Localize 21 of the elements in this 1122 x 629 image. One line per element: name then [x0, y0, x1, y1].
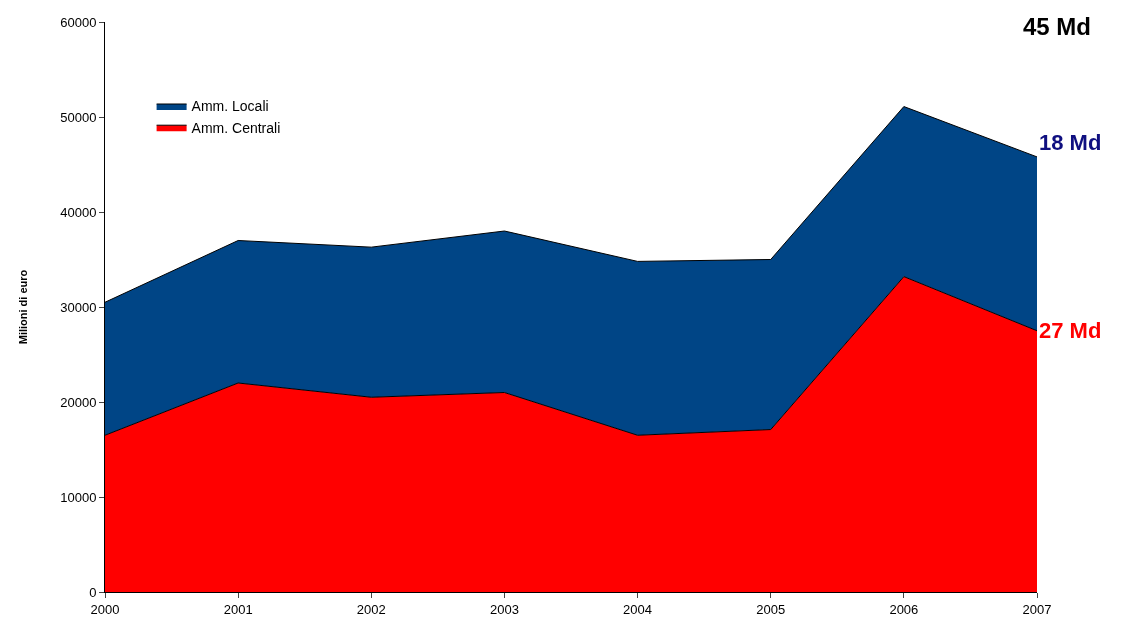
legend-label: Amm. Centrali	[191, 119, 281, 136]
annotation: 27 Md	[1039, 318, 1102, 343]
x-tick-label: 2001	[223, 601, 253, 617]
x-tick-label: 2003	[489, 601, 519, 617]
y-tick-label: 10000	[60, 489, 97, 505]
x-tick-label: 2000	[90, 601, 120, 617]
y-tick-label: 60000	[60, 14, 97, 30]
annotation: 45 Md	[1023, 13, 1092, 40]
legend-label: Amm. Locali	[191, 98, 269, 115]
y-tick-label: 50000	[60, 109, 97, 125]
x-tick-label: 2007	[1022, 601, 1052, 617]
y-tick-label: 20000	[60, 394, 97, 410]
annotation: 18 Md	[1039, 130, 1102, 155]
x-tick-label: 2005	[756, 601, 786, 617]
y-tick-label: 40000	[60, 204, 97, 220]
x-tick-label: 2002	[356, 601, 386, 617]
y-tick-label: 0	[89, 584, 97, 600]
x-tick-label: 2004	[623, 601, 653, 617]
y-axis-title: Milioni di euro	[16, 269, 29, 345]
y-tick-label: 30000	[60, 299, 97, 315]
x-tick-label: 2006	[889, 601, 919, 617]
